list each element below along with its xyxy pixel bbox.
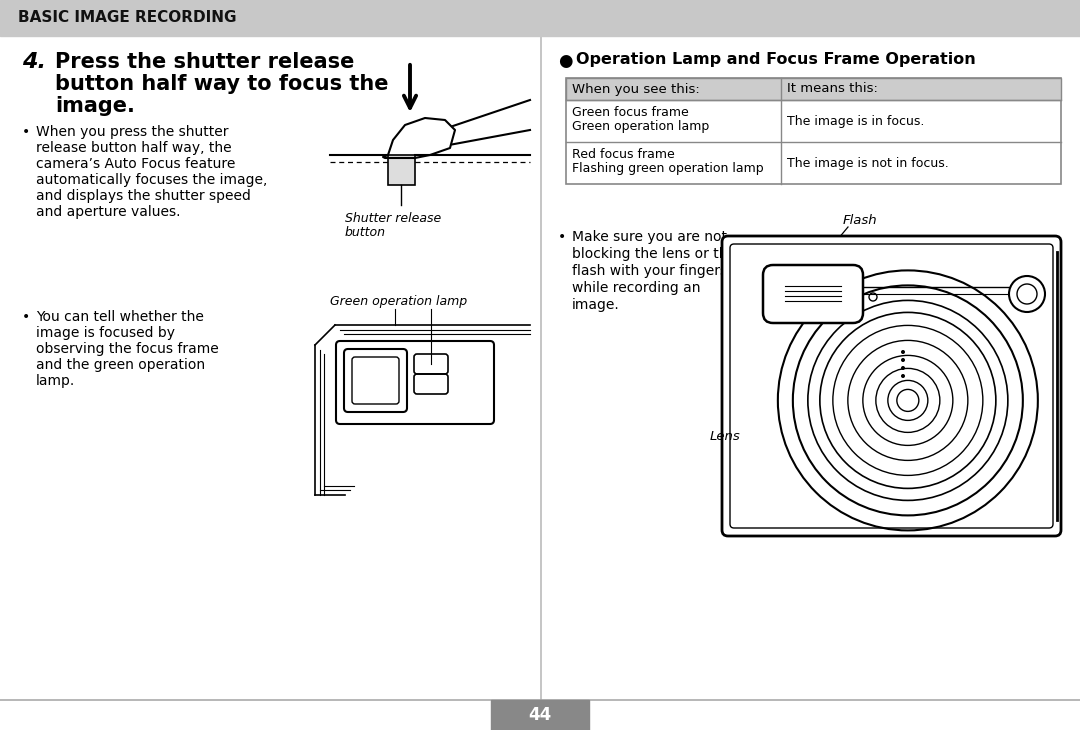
Text: When you see this:: When you see this: [572,82,700,96]
Text: Make sure you are not: Make sure you are not [572,230,727,244]
Text: Red focus frame: Red focus frame [572,148,675,161]
Polygon shape [383,118,455,158]
Text: observing the focus frame: observing the focus frame [36,342,219,356]
Text: flash with your fingers: flash with your fingers [572,264,727,278]
Text: When you press the shutter: When you press the shutter [36,125,229,139]
Bar [491,700,589,730]
Text: button: button [345,226,386,239]
Bar [566,78,1061,184]
Circle shape [901,366,905,370]
Text: release button half way, the: release button half way, the [36,141,231,155]
Text: BASIC IMAGE RECORDING: BASIC IMAGE RECORDING [18,10,237,26]
Circle shape [901,350,905,354]
Text: 4.: 4. [22,52,46,72]
Text: camera’s Auto Focus feature: camera’s Auto Focus feature [36,157,235,171]
Text: Flash: Flash [843,214,878,227]
Text: 44: 44 [528,706,552,724]
Circle shape [901,358,905,362]
Text: lamp.: lamp. [36,374,76,388]
Text: Green operation lamp: Green operation lamp [330,295,468,308]
Text: and aperture values.: and aperture values. [36,205,180,219]
Circle shape [901,374,905,378]
Bar [0,0,1080,36]
Text: blocking the lens or the: blocking the lens or the [572,247,735,261]
Text: The image is not in focus.: The image is not in focus. [787,156,948,169]
Text: •: • [22,125,30,139]
Text: button half way to focus the: button half way to focus the [55,74,389,94]
Text: Lens: Lens [710,431,741,443]
Text: and displays the shutter speed: and displays the shutter speed [36,189,251,203]
Text: ●: ● [558,52,572,70]
Text: Shutter release: Shutter release [345,212,442,225]
Text: image.: image. [55,96,135,116]
Bar [566,78,1061,100]
Text: Flashing green operation lamp: Flashing green operation lamp [572,162,764,175]
FancyBboxPatch shape [723,236,1061,536]
Text: The image is in focus.: The image is in focus. [787,115,924,128]
Text: and the green operation: and the green operation [36,358,205,372]
Text: Operation Lamp and Focus Frame Operation: Operation Lamp and Focus Frame Operation [576,52,975,67]
Text: •: • [558,230,566,244]
Text: Green operation lamp: Green operation lamp [572,120,710,133]
Text: Press the shutter release: Press the shutter release [55,52,354,72]
Text: image.: image. [572,298,620,312]
Bar [388,155,415,185]
Text: while recording an: while recording an [572,281,701,295]
Text: It means this:: It means this: [787,82,878,96]
Text: You can tell whether the: You can tell whether the [36,310,204,324]
Text: image is focused by: image is focused by [36,326,175,340]
FancyBboxPatch shape [762,265,863,323]
Circle shape [1009,276,1045,312]
Text: •: • [22,310,30,324]
Text: automatically focuses the image,: automatically focuses the image, [36,173,268,187]
Text: Green focus frame: Green focus frame [572,106,689,119]
